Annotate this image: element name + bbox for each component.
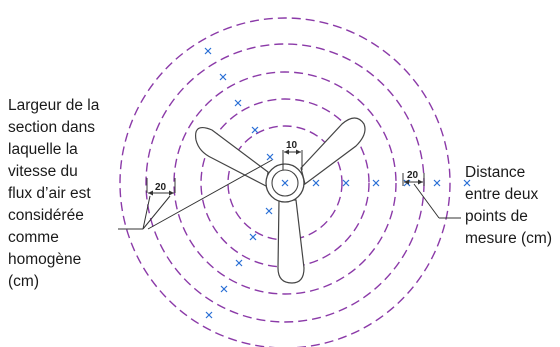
concentric-rings <box>119 17 451 347</box>
label-left-line: considérée <box>8 207 84 224</box>
label-left-line: comme <box>8 229 59 246</box>
homogeneous-section-width-label: Largeur de la section dans laquelle la v… <box>8 95 99 293</box>
measurement-point-marker <box>433 179 441 187</box>
label-right-line: entre deux <box>465 186 539 203</box>
measurement-point-marker <box>265 207 273 215</box>
label-left-line: Largeur de la <box>8 97 100 114</box>
measurement-point-marker <box>219 73 227 81</box>
measurement-point-marker <box>251 126 259 134</box>
label-right-line: mesure (cm) <box>465 230 552 247</box>
label-right-line: Distance <box>465 164 526 181</box>
measurement-point-marker <box>235 259 243 267</box>
label-left-line: section dans <box>8 119 96 136</box>
left-dimension: 20 <box>118 178 176 230</box>
measurement-point-marker <box>266 153 274 161</box>
measurement-distance-label: Distance entre deux points de mesure (cm… <box>465 162 552 250</box>
measurement-point-marker <box>312 179 320 187</box>
measurement-point-marker <box>220 285 228 293</box>
fan-blade-upper-right <box>300 117 366 186</box>
label-right-line: points de <box>465 208 528 225</box>
measurement-point-marker <box>204 47 212 55</box>
label-left-line: homogène <box>8 251 82 268</box>
measurement-point-marker <box>249 233 257 241</box>
fan-blades <box>194 117 366 284</box>
fan-blade-upper-left <box>194 127 269 187</box>
measurement-point-marker <box>342 179 350 187</box>
center-dimension: 10 <box>147 140 303 230</box>
ring-3 <box>173 71 397 295</box>
label-left-line: flux d’air est <box>8 185 91 202</box>
right-dimension: 20 <box>402 170 461 219</box>
fan-blade-bottom <box>277 199 305 284</box>
label-left-line: (cm) <box>8 273 39 290</box>
measurement-points <box>204 47 471 319</box>
measurement-point-marker <box>205 311 213 319</box>
ring-1 <box>119 17 451 347</box>
measurement-point-marker <box>463 179 471 187</box>
right-dimension-value: 20 <box>407 170 419 181</box>
label-left-line: laquelle la <box>8 141 78 158</box>
left-dimension-value: 20 <box>155 182 167 193</box>
measurement-point-marker <box>372 179 380 187</box>
label-left-line: vitesse du <box>8 163 78 180</box>
measurement-point-marker <box>281 179 289 187</box>
measurement-point-marker <box>234 99 242 107</box>
center-dimension-value: 10 <box>286 140 298 151</box>
